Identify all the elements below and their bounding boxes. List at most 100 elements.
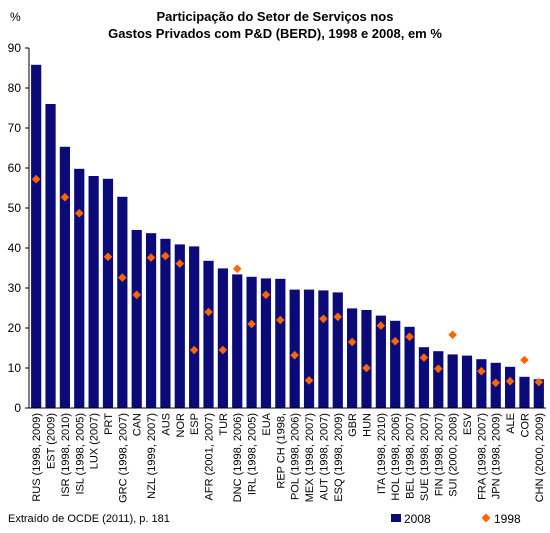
x-tick-label: NZL (1999, 2007) [146, 413, 158, 499]
marker [333, 312, 343, 322]
marker [103, 252, 113, 262]
y-tick-label: 10 [8, 361, 22, 375]
legend-1998-swatch [481, 513, 491, 523]
x-tick-label: ESQ (1998, 2009) [333, 413, 345, 502]
x-tick-label: COR [519, 413, 531, 438]
markers-1998 [31, 174, 544, 388]
y-tick-label: 30 [8, 281, 22, 295]
legend: 2008 1998 [391, 512, 521, 526]
marker [534, 377, 544, 387]
bar [447, 354, 458, 408]
axes [28, 48, 546, 409]
marker [31, 174, 41, 184]
x-tick-label: SUE (1998, 2007) [419, 413, 431, 501]
marker [161, 251, 170, 261]
x-tick-label: ESV [462, 412, 474, 435]
x-tick-label: FIN (1998, 2007) [433, 413, 445, 496]
marker [261, 290, 271, 300]
bar [461, 355, 473, 408]
bar [45, 104, 56, 408]
bar [189, 246, 200, 408]
x-tick-label: HOL (1998, 2006) [390, 413, 402, 501]
x-tick-label: ALE [505, 413, 517, 434]
bar [174, 244, 185, 408]
bar [74, 168, 85, 408]
x-tick-label: ITA (1998, 2010) [376, 413, 388, 494]
marker [448, 330, 457, 340]
marker [290, 350, 299, 360]
bar [88, 176, 99, 408]
marker [405, 332, 414, 342]
marker [505, 376, 515, 386]
x-tick-label: RUS (1998, 2009) [31, 413, 43, 502]
bar [476, 359, 487, 408]
marker [520, 355, 529, 365]
y-tick-label: 40 [8, 241, 22, 255]
marker [477, 366, 486, 376]
chart-title-line1: Participação do Setor de Serviços nos [157, 9, 394, 24]
x-tick-label: EUA [261, 412, 273, 435]
y-tick-label: 70 [8, 121, 22, 135]
bar [160, 238, 171, 408]
x-axis-tick-labels: RUS (1998, 2009) EST (2009) ISR (1998, 201… [31, 412, 546, 503]
x-tick-label: HUN [361, 413, 373, 437]
marker [276, 315, 285, 325]
y-axis-ticks: 0 10 20 30 40 50 60 70 80 90 [8, 41, 29, 415]
marker [132, 290, 142, 300]
bar [59, 146, 71, 409]
bar [217, 268, 228, 408]
marker [433, 364, 443, 374]
bars-2008 [31, 64, 544, 409]
marker [347, 337, 357, 347]
marker [60, 192, 70, 202]
marker [491, 378, 501, 388]
bar [361, 310, 372, 408]
bar [347, 308, 358, 408]
bar [504, 366, 516, 408]
bar [260, 278, 272, 408]
bar [117, 196, 128, 408]
x-tick-label: FRA (1998, 2007) [476, 413, 488, 500]
marker [218, 345, 228, 355]
x-tick-label: EST (2009) [46, 413, 58, 469]
bar [131, 230, 142, 408]
bar [232, 274, 243, 408]
y-tick-label: 20 [8, 321, 22, 335]
bar [533, 379, 544, 408]
x-tick-label: NOR [175, 413, 187, 438]
x-tick-label: ESP [189, 413, 201, 435]
x-tick-label: GRC (1998, 2007) [117, 413, 129, 503]
x-tick-label: PRT [103, 413, 115, 435]
x-tick-label: JPN (1998, 2009) [491, 413, 503, 499]
y-tick-label: 90 [8, 41, 22, 55]
bar [102, 178, 114, 408]
x-tick-label: ISL (1998, 2005) [74, 413, 86, 495]
y-tick-label: 0 [14, 401, 21, 415]
y-axis-label: % [10, 10, 21, 24]
marker [362, 363, 371, 373]
bar [519, 376, 530, 408]
bar [289, 289, 300, 408]
legend-2008-swatch [391, 514, 401, 522]
marker [232, 264, 242, 274]
bar [31, 64, 42, 409]
marker [419, 353, 429, 362]
bar [375, 315, 386, 408]
marker [189, 345, 199, 355]
x-tick-label: POL (1998, 2006) [290, 413, 302, 500]
marker [146, 253, 156, 262]
marker [204, 307, 213, 317]
marker [304, 376, 314, 385]
x-tick-label: SUI (2000, 2008) [448, 413, 460, 497]
x-tick-label: AUT (1998, 2007) [318, 413, 330, 500]
x-tick-label: AFR (2001, 2007) [204, 413, 216, 500]
bar [203, 260, 214, 408]
marker [247, 319, 256, 329]
y-tick-label: 50 [8, 201, 22, 215]
marker [118, 273, 127, 282]
x-tick-label: GBR [347, 413, 359, 437]
x-tick-label: CAN [132, 413, 144, 436]
marker [319, 314, 328, 324]
marker [74, 208, 84, 218]
